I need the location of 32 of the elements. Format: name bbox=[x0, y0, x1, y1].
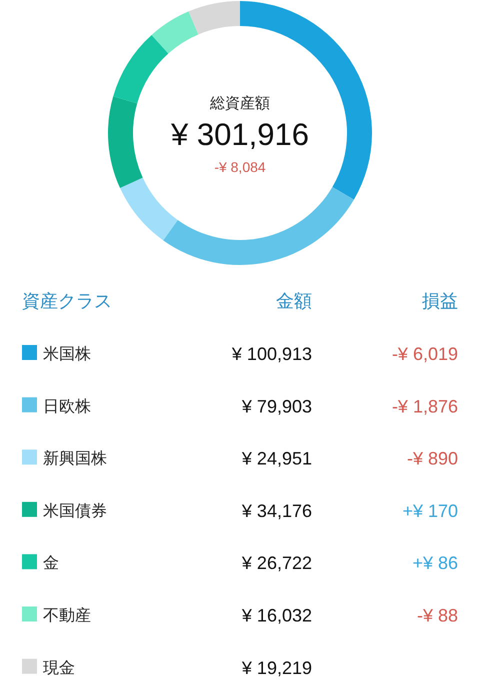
legend-label: 金 bbox=[43, 555, 59, 572]
text: 損益 bbox=[422, 291, 458, 311]
legend-label: 米国債券 bbox=[43, 502, 107, 520]
legend-label: 米国株 bbox=[43, 345, 91, 363]
text: -¥ 6,019 bbox=[392, 344, 458, 364]
text: -¥ 1,876 bbox=[392, 396, 458, 416]
donut-slice bbox=[120, 178, 178, 240]
text: -¥ 88 bbox=[416, 606, 458, 626]
data-label: ¥ 100,913 bbox=[230, 344, 312, 364]
text: +¥ 170 bbox=[402, 500, 458, 521]
donut-slice bbox=[113, 34, 168, 104]
data-label: ¥ 16,032 bbox=[240, 606, 312, 626]
data-label: ¥ 24,951 bbox=[240, 448, 312, 469]
donut-slice bbox=[108, 96, 143, 188]
text: 総資産額 bbox=[209, 95, 270, 112]
data-label: ¥ 34,176 bbox=[240, 500, 312, 521]
donut-slice bbox=[163, 187, 354, 265]
legend-title: 資産クラス bbox=[22, 291, 112, 311]
donut-slice bbox=[152, 11, 198, 54]
text: -¥ 890 bbox=[406, 448, 458, 469]
data-label: ¥ 19,219 bbox=[240, 658, 312, 678]
legend-label: 現金 bbox=[43, 660, 75, 677]
legend-label: 不動産 bbox=[43, 606, 91, 624]
data-label: ¥ 79,903 bbox=[240, 396, 312, 416]
legend-label: 新興国株 bbox=[43, 450, 107, 468]
text: ¥ 301,916 bbox=[170, 117, 309, 152]
donut-slice bbox=[188, 1, 240, 34]
text: 金額 bbox=[276, 291, 312, 311]
text: -¥ 8,084 bbox=[214, 159, 266, 175]
legend-label: 日欧株 bbox=[43, 397, 91, 416]
data-label: ¥ 26,722 bbox=[240, 553, 312, 574]
text: +¥ 86 bbox=[412, 553, 458, 574]
